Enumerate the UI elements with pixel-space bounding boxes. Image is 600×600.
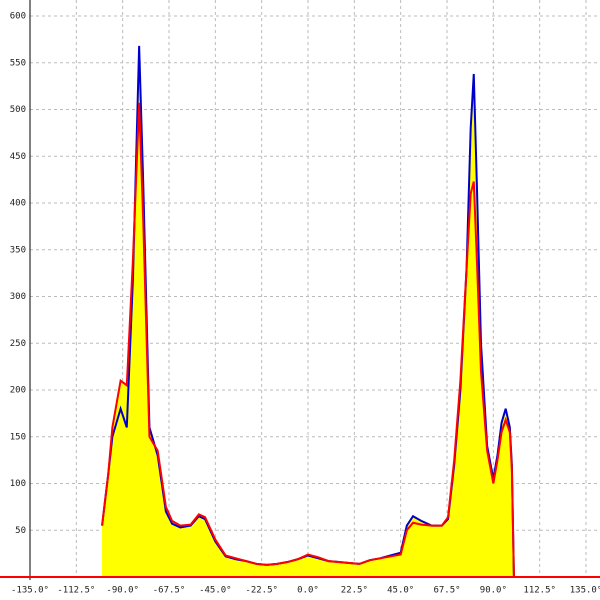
y-tick-label: 200 — [10, 386, 26, 396]
x-tick-label: 45.0° — [387, 586, 414, 596]
series-line — [101, 102, 515, 578]
y-tick-label: 550 — [10, 58, 26, 68]
y-tick-label: 150 — [10, 432, 26, 442]
y-tick-label: 100 — [10, 479, 26, 489]
x-tick-label: 0.0° — [297, 586, 319, 596]
x-tick-label: 90.0° — [480, 586, 507, 596]
y-tick-label: 600 — [10, 12, 26, 22]
x-tick-label: 112.5° — [523, 586, 556, 596]
x-tick-label: -22.5° — [245, 586, 278, 596]
x-tick-label: -135.0° — [11, 586, 49, 596]
y-tick-label: 350 — [10, 245, 26, 255]
x-tick-label: -67.5° — [153, 586, 186, 596]
x-tick-label: 67.5° — [433, 586, 460, 596]
y-tick-label: 500 — [10, 105, 26, 115]
x-tick-label: 135.0° — [570, 586, 600, 596]
x-tick-label: -90.0° — [106, 586, 139, 596]
area-fill — [102, 102, 514, 577]
y-tick-label: 450 — [10, 152, 26, 162]
y-tick-label: 250 — [10, 339, 26, 349]
x-tick-label: -112.5° — [57, 586, 95, 596]
y-tick-label: 400 — [10, 199, 26, 209]
x-tick-label: -45.0° — [199, 586, 232, 596]
y-tick-label: 50 — [15, 526, 26, 536]
y-tick-label: 300 — [10, 292, 26, 302]
x-tick-label: 22.5° — [341, 586, 368, 596]
